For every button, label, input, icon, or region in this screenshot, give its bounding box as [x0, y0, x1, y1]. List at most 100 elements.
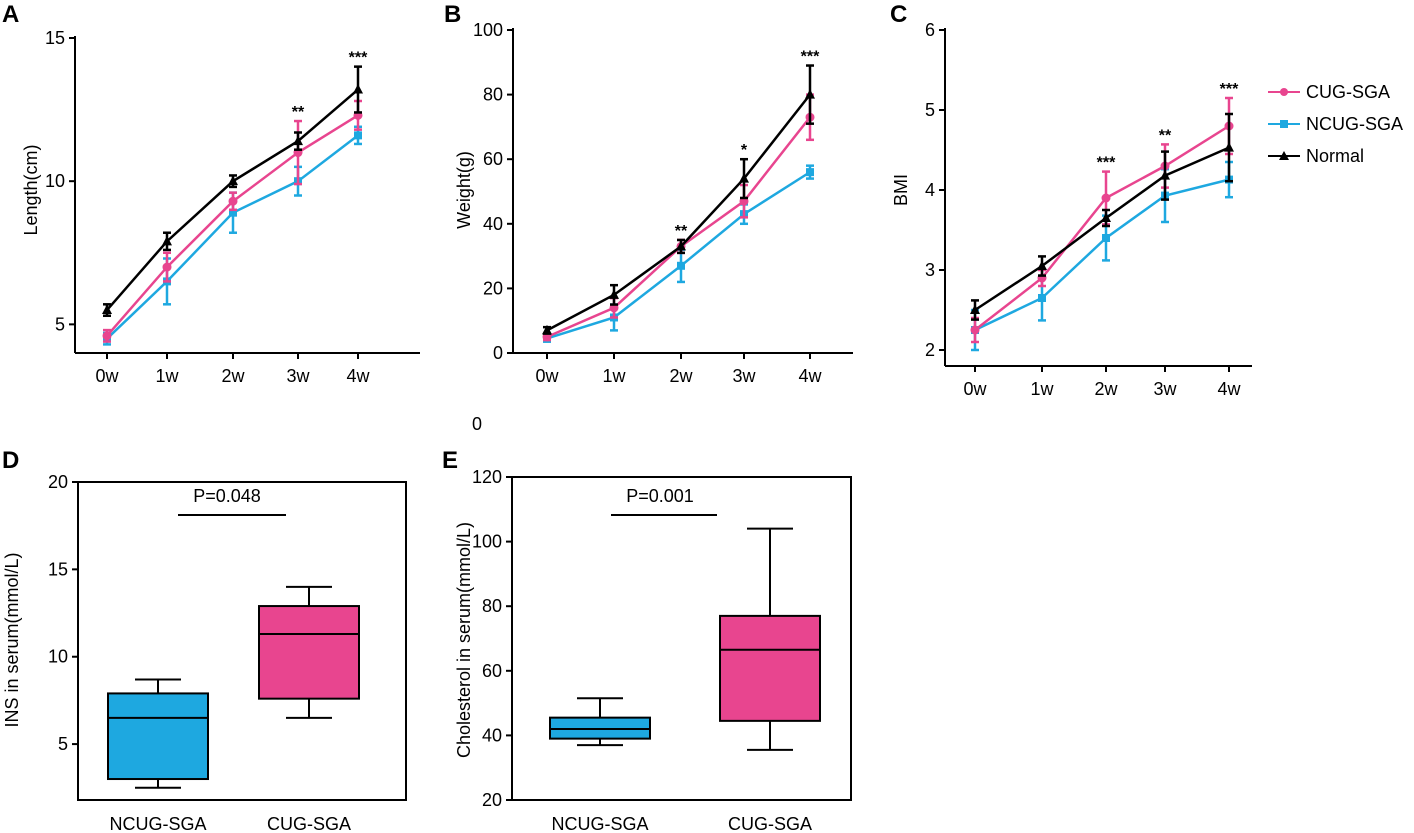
x-tick-label-a: 3w [286, 366, 310, 386]
data-point [1038, 294, 1046, 302]
x-tick-label-d: CUG-SGA [267, 814, 351, 833]
legend-marker-cug [1280, 88, 1288, 96]
x-tick-label-a: 2w [221, 366, 245, 386]
panel-letter-b: B [444, 1, 461, 28]
significance-marker: *** [349, 50, 368, 67]
data-point [1102, 234, 1110, 242]
p-value-d: P=0.048 [193, 486, 261, 506]
x-tick-label-d: NCUG-SGA [109, 814, 206, 833]
x-tick-label-a: 4w [346, 366, 370, 386]
significance-marker: ** [675, 223, 688, 240]
significance-marker: * [741, 142, 748, 159]
y-tick-label-b: 20 [483, 278, 503, 298]
y-axis-label-a: Length(cm) [21, 144, 41, 235]
box-iqr [258, 605, 360, 700]
box-ncugsga-d [107, 678, 209, 789]
x-tick-label-b: 3w [732, 366, 756, 386]
y-tick-label-c: 6 [925, 20, 935, 40]
y-tick-label-c: 3 [925, 260, 935, 280]
y-tick-label-d: 15 [48, 559, 68, 579]
series-line-ncugsga [106, 134, 359, 340]
data-point [353, 84, 363, 94]
y-axis-label-e: Cholesterol in serum(mmol/L) [454, 522, 474, 758]
legend-label-ncug: NCUG-SGA [1306, 114, 1403, 134]
x-tick-label-b: 1w [602, 366, 626, 386]
x-tick-label-c: 3w [1153, 379, 1177, 399]
y-axis-label-d: INS in serum(mmol/L) [2, 552, 22, 727]
y-tick-label-d: 5 [58, 734, 68, 754]
series-normal-c [970, 112, 1234, 321]
series-cugsga-a [102, 99, 363, 343]
chart-d: 5 10 15 20 NCUG-SGA CUG-SGA [48, 472, 407, 833]
panel-letter-a: A [2, 1, 19, 28]
stray-zero-label: 0 [472, 414, 482, 434]
significance-marker: *** [801, 49, 820, 66]
legend: CUG-SGA NCUG-SGA Normal [1268, 82, 1403, 166]
significance-marker: ** [292, 104, 305, 121]
y-tick-label-b: 40 [483, 214, 503, 234]
x-tick-label-b: 2w [669, 366, 693, 386]
significance-marker: ** [1159, 127, 1172, 144]
x-tick-label-a: 0w [95, 366, 119, 386]
data-point [676, 240, 686, 251]
data-point [293, 135, 303, 146]
chart-e: 20 40 60 80 100 120 NCUG-SGA CUG-SGA [472, 467, 852, 833]
y-tick-label-a: 15 [45, 28, 65, 48]
y-tick-label-e: 20 [482, 790, 502, 810]
p-value-e: P=0.001 [626, 486, 694, 506]
x-tick-label-c: 2w [1094, 379, 1118, 399]
y-tick-label-e: 100 [472, 532, 502, 552]
y-tick-label-a: 5 [55, 314, 65, 334]
box-cugsga-e [719, 527, 821, 751]
data-point [102, 304, 112, 315]
data-point [609, 289, 619, 299]
data-point [806, 168, 814, 177]
y-tick-label-b: 100 [473, 20, 503, 40]
series-ncugsga-a [103, 125, 362, 346]
y-tick-label-b: 80 [483, 85, 503, 105]
y-tick-label-e: 60 [482, 661, 502, 681]
y-tick-label-c: 2 [925, 340, 935, 360]
series-line-ncugsga [546, 171, 811, 340]
panel-letter-e: E [442, 447, 458, 474]
series-cugsga-b [542, 93, 815, 342]
y-tick-label-b: 60 [483, 149, 503, 169]
data-point [1037, 260, 1047, 270]
data-point [805, 89, 815, 99]
data-point [162, 235, 172, 246]
series-normal-a [102, 65, 363, 318]
x-tick-label-b: 0w [535, 366, 559, 386]
data-point [739, 173, 749, 183]
data-point [228, 175, 238, 186]
data-point [1160, 170, 1170, 180]
data-point [102, 331, 112, 341]
data-point [1101, 193, 1111, 203]
data-point [970, 304, 980, 314]
box-cugsga-d [258, 585, 360, 719]
legend-label-cug: CUG-SGA [1306, 82, 1390, 102]
data-point [229, 208, 237, 217]
data-point [354, 131, 362, 140]
significance-marker: *** [1097, 155, 1116, 172]
data-point [1101, 212, 1111, 222]
data-point [1224, 142, 1234, 152]
y-axis-label-c: BMI [891, 174, 911, 206]
y-tick-label-a: 10 [45, 171, 65, 191]
y-axis-label-b: Weight(g) [454, 151, 474, 229]
legend-label-normal: Normal [1306, 146, 1364, 166]
data-point [970, 325, 980, 335]
panel-letter-c: C [890, 1, 907, 28]
x-tick-label-c: 4w [1217, 379, 1241, 399]
panel-letter-d: D [2, 447, 19, 474]
series-ncugsga-c [971, 160, 1233, 352]
legend-marker-normal [1279, 151, 1289, 160]
box-ncugsga-e [549, 697, 651, 747]
x-tick-label-c: 0w [963, 379, 987, 399]
y-tick-label-e: 80 [482, 596, 502, 616]
y-tick-label-d: 10 [48, 647, 68, 667]
plot-frame-d [77, 481, 407, 801]
